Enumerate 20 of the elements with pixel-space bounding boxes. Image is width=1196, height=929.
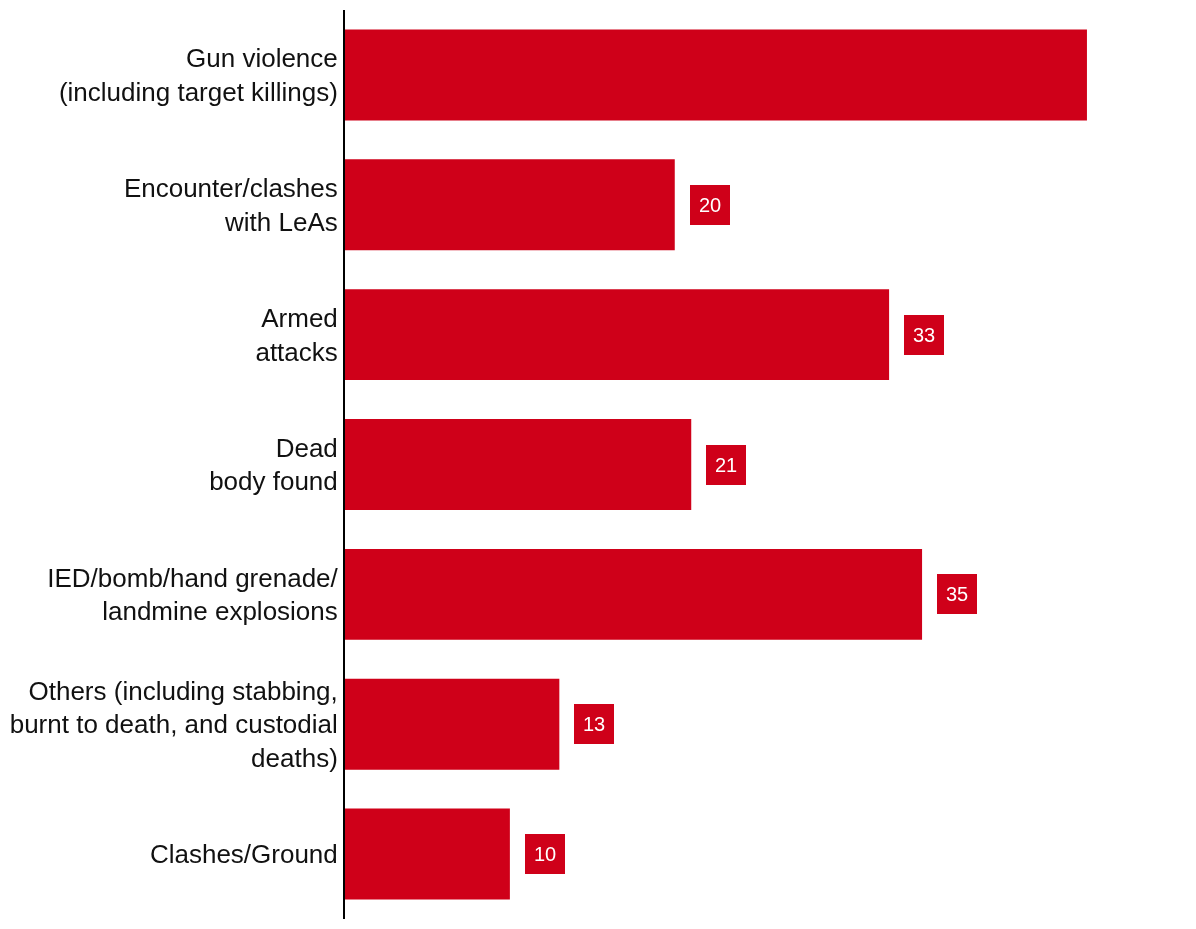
data-label: 13	[583, 713, 606, 735]
bar	[345, 29, 1087, 121]
y-tick-label: IED/bomb/hand grenade/ landmine explosions	[47, 562, 339, 627]
bar	[345, 678, 560, 770]
bar	[345, 808, 510, 900]
data-label: 33	[913, 324, 936, 346]
data-label: 21	[715, 454, 738, 476]
y-tick-label: Others (including stabbing, burnt to death, and custodial deaths)	[9, 675, 338, 774]
bar	[345, 289, 890, 381]
data-label: 20	[699, 194, 722, 216]
data-label: 10	[534, 843, 557, 865]
data-label: 35	[946, 583, 969, 605]
y-tick-label: Gun violence (including target killings)	[58, 43, 338, 107]
bar	[345, 548, 923, 640]
y-tick-label: Armed attacks	[255, 302, 338, 367]
y-tick-label: Dead body found	[209, 432, 338, 497]
y-tick-label: Clashes/Ground	[149, 839, 338, 870]
bar	[345, 419, 692, 510]
y-tick-label: Encounter/clashes with LeAs	[123, 172, 338, 237]
bar	[345, 159, 675, 251]
